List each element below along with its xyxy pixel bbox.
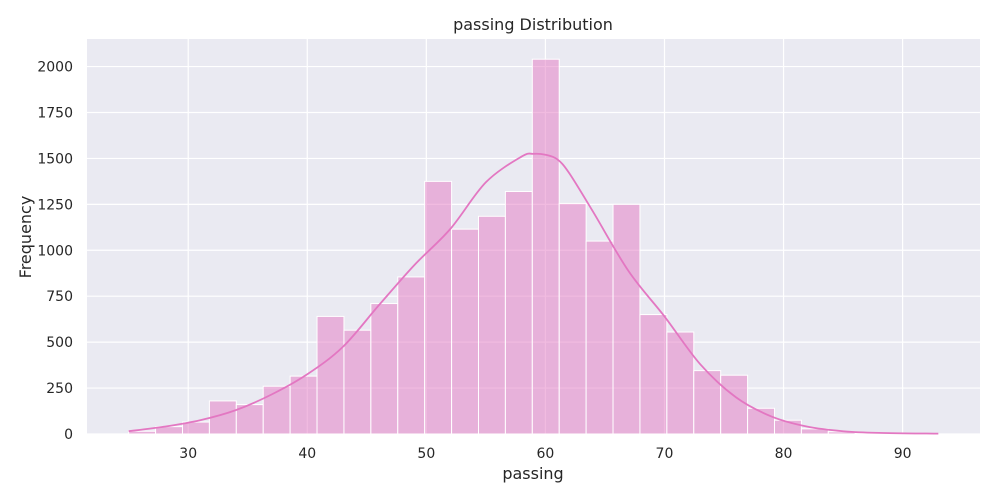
histogram-bar xyxy=(720,374,749,435)
histogram-bar xyxy=(531,58,560,435)
y-axis-label: Frequency xyxy=(16,196,35,279)
histogram-bar xyxy=(235,404,264,435)
y-tick-label: 750 xyxy=(46,289,73,305)
y-tick-label: 1250 xyxy=(37,197,73,213)
kde-curve xyxy=(128,152,939,435)
histogram-bar xyxy=(639,314,668,435)
x-axis-label: passing xyxy=(502,464,563,483)
y-tick-label: 0 xyxy=(64,427,73,443)
histogram-bars xyxy=(128,58,937,435)
histogram-bar xyxy=(666,331,695,435)
x-tick-label: 40 xyxy=(298,446,316,462)
x-tick-label: 50 xyxy=(417,446,435,462)
histogram-bar xyxy=(316,315,345,435)
histogram-bar xyxy=(370,303,399,435)
y-tick-label: 500 xyxy=(46,335,73,351)
histogram-bar xyxy=(585,240,614,435)
y-tick-label: 1000 xyxy=(37,243,73,259)
histogram-bar xyxy=(558,202,587,435)
x-tick-label: 30 xyxy=(179,446,197,462)
x-tick-labels: 30 40 50 60 70 80 90 xyxy=(179,446,911,462)
histogram-bar xyxy=(504,190,533,435)
y-tick-labels: 0 250 500 750 1000 1250 1500 1750 2000 xyxy=(37,60,73,443)
histogram-bar xyxy=(612,203,641,435)
histogram-bar xyxy=(343,329,372,435)
histogram-bar xyxy=(477,215,506,435)
histogram-bar xyxy=(128,430,157,435)
histogram-bar xyxy=(289,375,318,435)
y-tick-label: 1500 xyxy=(37,151,73,167)
x-tick-label: 60 xyxy=(536,446,554,462)
histogram-bar xyxy=(397,276,426,435)
chart-title: passing Distribution xyxy=(453,15,613,34)
x-tick-label: 90 xyxy=(894,446,912,462)
y-tick-label: 1750 xyxy=(37,105,73,121)
y-tick-label: 250 xyxy=(46,381,73,397)
histogram-bar xyxy=(451,228,479,435)
x-tick-label: 70 xyxy=(656,446,674,462)
histogram-bar xyxy=(262,385,291,435)
y-tick-label: 2000 xyxy=(37,60,73,76)
histogram-bar xyxy=(424,180,453,435)
x-tick-label: 80 xyxy=(775,446,793,462)
